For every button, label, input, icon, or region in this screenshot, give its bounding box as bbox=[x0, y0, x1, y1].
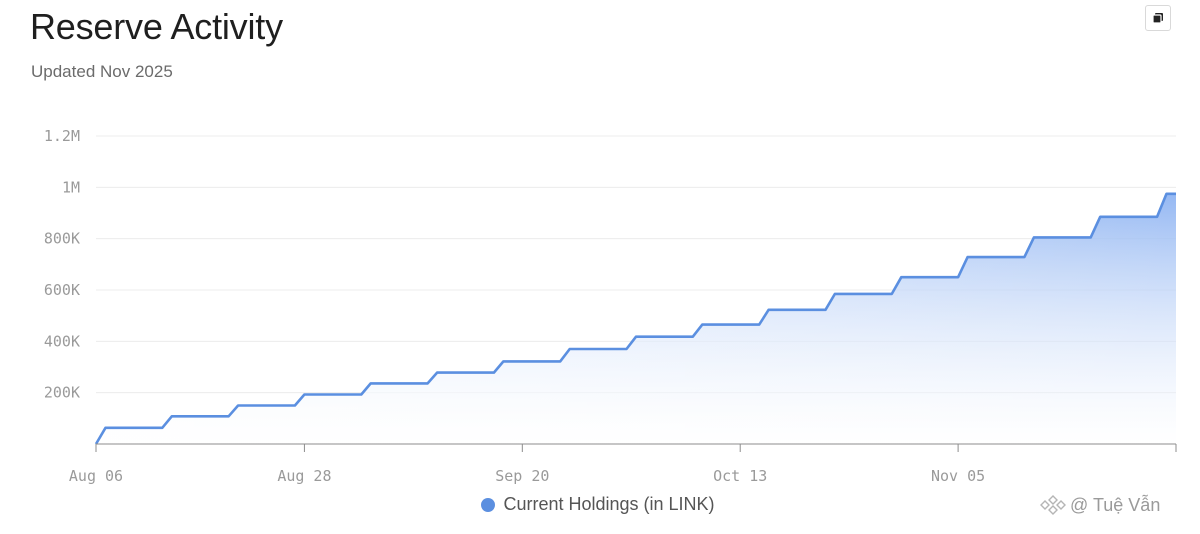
legend-label: Current Holdings (in LINK) bbox=[503, 494, 715, 514]
y-tick-label: 1.2M bbox=[44, 127, 80, 145]
copy-icon bbox=[1152, 13, 1163, 24]
y-tick-label: 200K bbox=[44, 384, 80, 402]
y-tick-label: 800K bbox=[44, 230, 80, 248]
watermark: @ Tuệ Vẫn bbox=[1040, 494, 1160, 516]
series-line[interactable] bbox=[94, 192, 1176, 445]
legend-swatch bbox=[481, 497, 496, 512]
y-tick-label: 1M bbox=[62, 178, 80, 196]
chart-title: Reserve Activity bbox=[30, 6, 283, 47]
y-tick-label: 400K bbox=[44, 332, 80, 350]
y-tick-label: 600K bbox=[44, 281, 80, 299]
chart-subtitle: Updated Nov 2025 bbox=[31, 62, 173, 81]
x-tick-label: Nov 05 bbox=[931, 467, 985, 485]
chart-legend[interactable]: Current Holdings (in LINK) bbox=[0, 494, 1200, 515]
chart-menu-button[interactable] bbox=[1145, 5, 1171, 31]
watermark-text: @ Tuệ Vẫn bbox=[1070, 494, 1161, 515]
series-area-shade bbox=[96, 193, 1176, 444]
x-tick-label: Aug 06 bbox=[69, 467, 123, 485]
x-tick-label: Sep 20 bbox=[495, 467, 549, 485]
x-tick-label: Aug 28 bbox=[277, 467, 331, 485]
legend-item[interactable]: Current Holdings (in LINK) bbox=[481, 494, 715, 515]
binance-square-icon bbox=[1040, 495, 1066, 515]
x-tick-label: Oct 13 bbox=[713, 467, 767, 485]
